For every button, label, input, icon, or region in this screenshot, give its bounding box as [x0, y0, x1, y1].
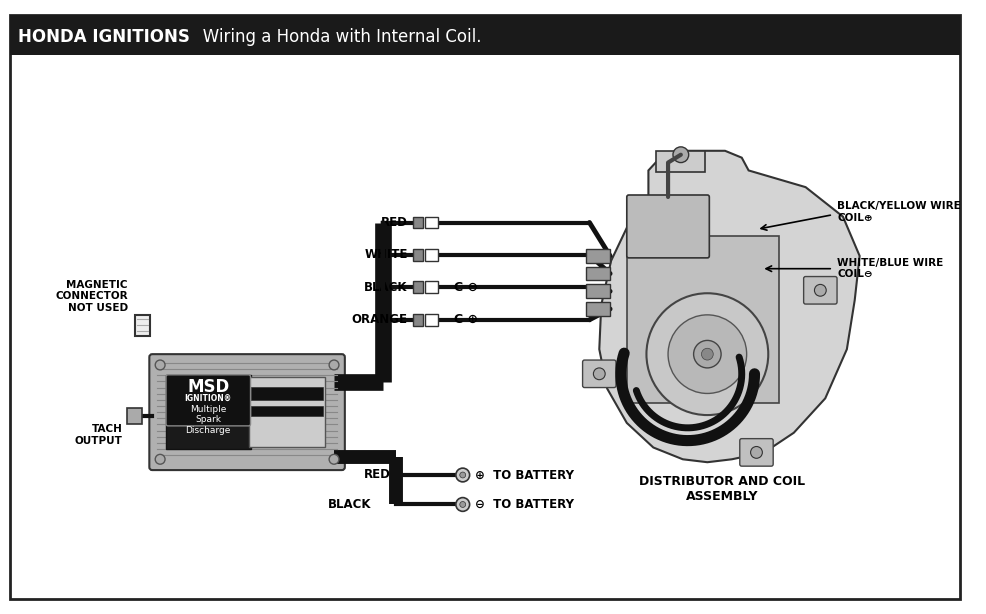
Bar	[585, 302, 609, 316]
Circle shape	[155, 360, 165, 370]
Bar	[585, 266, 609, 281]
Circle shape	[456, 468, 469, 482]
Circle shape	[672, 147, 688, 163]
Circle shape	[668, 315, 745, 394]
Bar	[10, 15, 958, 55]
Bar	[425, 281, 438, 293]
Bar	[250, 387, 322, 400]
Bar	[248, 377, 324, 448]
Circle shape	[459, 502, 465, 507]
Text: Wiring a Honda with Internal Coil.: Wiring a Honda with Internal Coil.	[186, 28, 481, 46]
Bar	[585, 249, 609, 263]
Text: MAGNETIC
CONNECTOR
NOT USED: MAGNETIC CONNECTOR NOT USED	[55, 280, 127, 313]
Text: ⊖  TO BATTERY: ⊖ TO BATTERY	[474, 498, 573, 511]
FancyBboxPatch shape	[626, 195, 709, 258]
Text: C ⊕: C ⊕	[454, 313, 477, 326]
Polygon shape	[599, 151, 859, 462]
Text: BLACK: BLACK	[327, 498, 371, 511]
Text: MSD: MSD	[187, 378, 229, 395]
Circle shape	[813, 284, 825, 296]
Bar	[425, 249, 438, 261]
Text: TACH
OUTPUT: TACH OUTPUT	[75, 424, 122, 446]
Bar	[412, 281, 423, 293]
FancyBboxPatch shape	[582, 360, 615, 387]
FancyBboxPatch shape	[166, 375, 250, 426]
Circle shape	[701, 348, 713, 360]
Bar	[126, 408, 142, 424]
Text: C ⊖: C ⊖	[454, 281, 477, 294]
Bar	[166, 375, 250, 449]
Circle shape	[646, 293, 767, 415]
Bar	[250, 406, 322, 416]
Text: RED: RED	[381, 216, 407, 229]
Bar	[656, 151, 705, 173]
Bar	[626, 236, 778, 403]
Circle shape	[328, 360, 338, 370]
Text: ⊕  TO BATTERY: ⊕ TO BATTERY	[474, 468, 573, 481]
Circle shape	[459, 472, 465, 478]
Text: BLACK/YELLOW WIRE
COIL⊕: BLACK/YELLOW WIRE COIL⊕	[836, 201, 959, 222]
Circle shape	[593, 368, 604, 379]
Text: WHITE: WHITE	[364, 249, 407, 262]
Bar	[585, 284, 609, 298]
Bar	[134, 315, 150, 336]
Bar	[412, 217, 423, 228]
Text: IGNITION®: IGNITION®	[184, 394, 232, 403]
Text: ORANGE: ORANGE	[351, 313, 407, 326]
Text: Multiple
Spark
Discharge: Multiple Spark Discharge	[185, 405, 231, 435]
FancyBboxPatch shape	[149, 354, 344, 470]
Text: WHITE/BLUE WIRE
COIL⊖: WHITE/BLUE WIRE COIL⊖	[836, 258, 943, 279]
FancyBboxPatch shape	[740, 438, 772, 466]
FancyBboxPatch shape	[803, 276, 836, 304]
Circle shape	[456, 497, 469, 511]
Circle shape	[155, 454, 165, 464]
Bar	[412, 314, 423, 325]
Bar	[412, 249, 423, 261]
Text: DISTRIBUTOR AND COIL
ASSEMBLY: DISTRIBUTOR AND COIL ASSEMBLY	[638, 475, 805, 503]
Text: HONDA IGNITIONS: HONDA IGNITIONS	[18, 28, 189, 46]
Bar	[425, 314, 438, 325]
Circle shape	[328, 454, 338, 464]
Circle shape	[693, 340, 721, 368]
Text: BLACK: BLACK	[364, 281, 407, 294]
Bar	[425, 217, 438, 228]
Text: RED: RED	[364, 468, 390, 481]
Circle shape	[749, 446, 761, 458]
